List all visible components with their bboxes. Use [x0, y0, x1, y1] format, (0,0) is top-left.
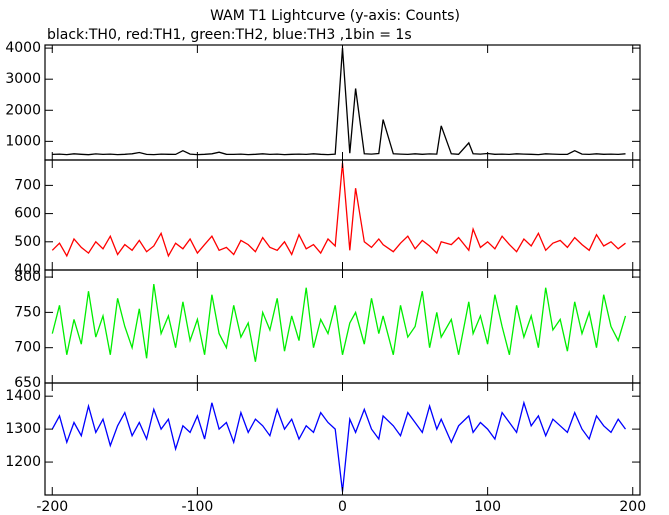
y-tick-label: 400 — [14, 262, 41, 278]
y-tick-label: 2000 — [5, 102, 41, 118]
lightcurve — [52, 48, 626, 156]
y-tick-label: 1400 — [5, 388, 41, 404]
y-tick-label: 700 — [14, 340, 41, 356]
x-tick-label: 100 — [474, 499, 501, 515]
lightcurve — [51, 284, 627, 362]
chart-subtitle: black:TH0, red:TH1, green:TH2, blue:TH3 … — [47, 27, 412, 43]
x-tick-label: -200 — [36, 499, 68, 515]
y-tick-label: 650 — [14, 375, 41, 391]
lightcurve — [51, 400, 627, 492]
y-tick-label: 500 — [14, 234, 41, 250]
chart-title: WAM T1 Lightcurve (y-axis: Counts) — [210, 8, 460, 24]
y-tick-label: 700 — [14, 177, 41, 193]
panel-frame — [44, 159, 641, 271]
x-tick-label: 200 — [619, 499, 646, 515]
y-tick-label: 4000 — [5, 40, 41, 56]
y-tick-label: 3000 — [5, 71, 41, 87]
y-tick-label: 1200 — [5, 454, 41, 470]
y-tick-label: 600 — [14, 206, 41, 222]
y-tick-label: 1300 — [5, 421, 41, 437]
x-tick-label: 0 — [338, 499, 347, 515]
x-tick-label: -100 — [181, 499, 213, 515]
y-tick-label: 1000 — [5, 133, 41, 149]
panel-frame — [44, 382, 641, 496]
lightcurve — [51, 162, 626, 258]
y-tick-label: 800 — [14, 269, 41, 285]
panel-frame — [44, 44, 641, 161]
panel-frame — [44, 269, 641, 384]
y-tick-label: 750 — [14, 304, 41, 320]
